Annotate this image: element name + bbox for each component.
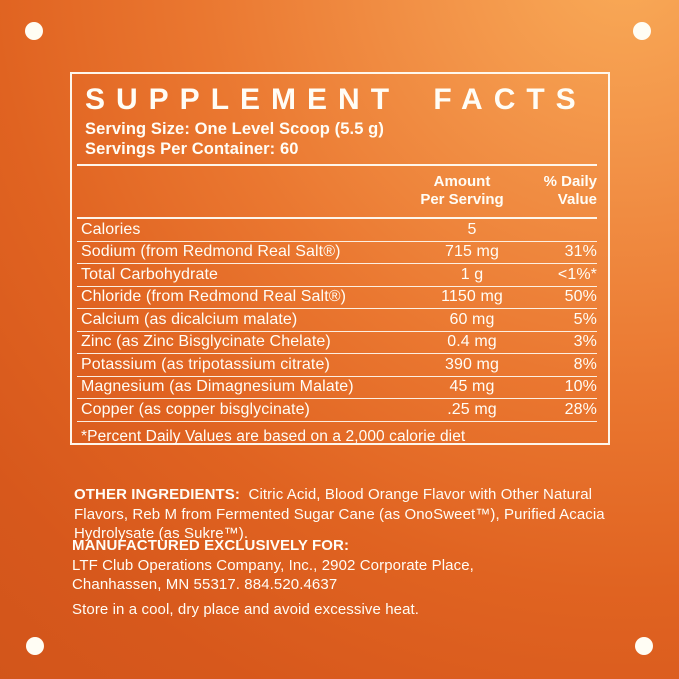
- nutrient-name: Zinc (as Zinc Bisglycinate Chelate): [81, 333, 331, 350]
- nutrient-amount: 60 mg: [449, 310, 495, 328]
- nutrient-name: Calories: [81, 220, 141, 238]
- other-ingredients-label: OTHER INGREDIENTS:: [74, 486, 240, 503]
- nutrient-amount: .25 mg: [447, 400, 497, 418]
- nutrient-row: Zinc (as Zinc Bisglycinate Chelate) 0.4 m…: [77, 332, 597, 354]
- nutrient-amount: 1150 mg: [441, 288, 503, 305]
- facts-table: Calories 5 Sodium (from Redmond Real Salt®…: [77, 219, 597, 422]
- nutrient-amount: 5: [467, 220, 477, 238]
- nutrient-daily-value: 3%: [573, 333, 597, 350]
- daily-value-column-header: % Daily Value: [543, 173, 597, 208]
- nutrient-amount: 390 mg: [445, 355, 499, 373]
- nutrient-row: Magnesium (as Dimagnesium Malate) 45 mg 10…: [77, 377, 597, 399]
- nutrient-row: Copper (as copper bisglycinate) .25 mg 28%: [77, 399, 597, 422]
- corner-dot-bottom-right: [635, 637, 653, 655]
- nutrient-row: Sodium (from Redmond Real Salt®) 715 mg 31…: [77, 242, 597, 264]
- nutrient-daily-value: 5%: [573, 310, 597, 328]
- nutrient-daily-value: <1%*: [557, 265, 597, 283]
- manufactured-for: MANUFACTURED EXCLUSIVELY FOR: LTF Club O…: [72, 536, 608, 595]
- manufacturer-address-line-2: Chanhassen, MN 55317. 884.520.4637: [72, 576, 338, 593]
- table-column-headers: Amount Per Serving % Daily Value: [77, 166, 597, 217]
- panel-title: SUPPLEMENT FACTS: [85, 83, 587, 116]
- nutrient-amount: 45 mg: [449, 378, 495, 395]
- nutrient-name: Calcium (as dicalcium malate): [81, 310, 298, 328]
- nutrient-daily-value: 28%: [564, 400, 597, 418]
- nutrient-row: Calcium (as dicalcium malate) 60 mg 5%: [77, 309, 597, 332]
- other-ingredients-text: Citric Acid, Blood Orange Flavor with Ot…: [74, 486, 605, 542]
- nutrient-daily-value: 10%: [564, 378, 597, 395]
- nutrient-name: Magnesium (as Dimagnesium Malate): [81, 378, 354, 395]
- nutrient-name: Sodium (from Redmond Real Salt®): [81, 243, 341, 260]
- supplement-facts-panel: SUPPLEMENT FACTS Serving Size: One Level…: [70, 72, 610, 445]
- nutrient-row: Calories 5: [77, 219, 597, 242]
- daily-value-footnote: *Percent Daily Values are based on a 2,0…: [81, 427, 466, 445]
- nutrient-name: Potassium (as tripotassium citrate): [81, 355, 330, 373]
- divider-rule: [77, 164, 597, 166]
- corner-dot-top-left: [25, 22, 43, 40]
- nutrient-amount: 0.4 mg: [447, 333, 497, 350]
- storage-instructions: Store in a cool, dry place and avoid exc…: [72, 601, 420, 618]
- corner-dot-top-right: [633, 22, 651, 40]
- nutrient-daily-value: 50%: [564, 288, 597, 305]
- nutrient-amount: 1 g: [460, 265, 484, 283]
- nutrient-row: Chloride (from Redmond Real Salt®) 1150 m…: [77, 287, 597, 309]
- nutrient-row: Total Carbohydrate 1 g <1%*: [77, 264, 597, 287]
- nutrient-name: Total Carbohydrate: [81, 265, 218, 283]
- manufactured-for-label: MANUFACTURED EXCLUSIVELY FOR:: [72, 537, 350, 554]
- nutrient-daily-value: 31%: [564, 243, 597, 260]
- nutrient-name: Chloride (from Redmond Real Salt®): [81, 288, 347, 305]
- other-ingredients: OTHER INGREDIENTS: Citric Acid, Blood Or…: [74, 485, 610, 544]
- servings-per-container: Servings Per Container: 60: [85, 140, 299, 158]
- nutrient-daily-value: 8%: [573, 355, 597, 373]
- nutrient-row: Potassium (as tripotassium citrate) 390 m…: [77, 354, 597, 377]
- nutrient-name: Copper (as copper bisglycinate): [81, 400, 310, 418]
- divider-rule-thick: [77, 217, 597, 219]
- nutrient-amount: 715 mg: [445, 243, 499, 260]
- manufacturer-address-line-1: LTF Club Operations Company, Inc., 2902 …: [72, 556, 474, 574]
- corner-dot-bottom-left: [26, 637, 44, 655]
- serving-size: Serving Size: One Level Scoop (5.5 g): [85, 120, 384, 138]
- amount-column-header: Amount Per Serving: [420, 173, 504, 208]
